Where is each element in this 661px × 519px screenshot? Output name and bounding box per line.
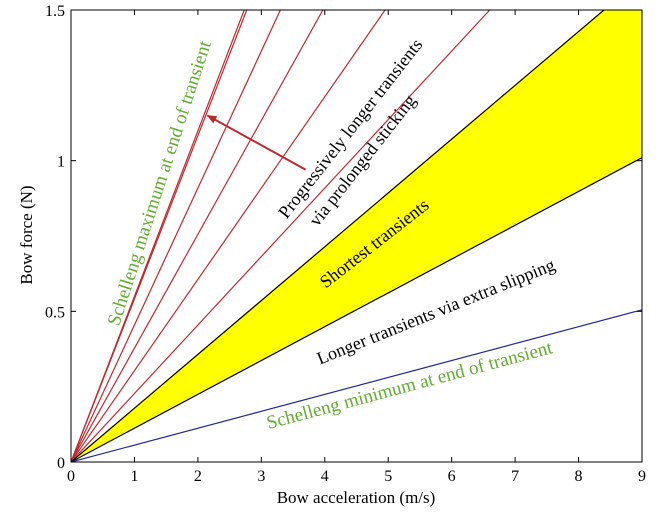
- series-line-4: [71, 10, 324, 462]
- series-line-2: [71, 10, 248, 462]
- y-tick-label: 0.5: [45, 304, 65, 321]
- y-axis-label: Bow force (N): [17, 185, 36, 284]
- series-line-9: [71, 309, 642, 462]
- schelleng-maximum-label: Schelleng maximum at end of transient: [104, 38, 216, 329]
- schelleng-minimum-label: Schelleng minimum at end of transient: [264, 337, 555, 434]
- y-tick-label: 0: [57, 455, 65, 472]
- x-tick-label: 8: [575, 468, 583, 485]
- x-tick-label: 1: [130, 468, 138, 485]
- y-tick-label: 1.5: [45, 3, 65, 20]
- series-line-7: [71, 10, 605, 462]
- x-tick-label: 5: [384, 468, 392, 485]
- x-tick-label: 2: [194, 468, 202, 485]
- plot-area: [70, 9, 643, 463]
- x-axis-label: Bow acceleration (m/s): [277, 488, 436, 507]
- series-line-5: [71, 10, 386, 462]
- x-tick-label: 9: [638, 468, 646, 485]
- shortest-transients-region: [71, 10, 642, 462]
- x-tick-label: 4: [321, 468, 329, 485]
- y-tick-label: 1: [57, 154, 65, 171]
- x-tick-label: 3: [257, 468, 265, 485]
- x-tick-label: 0: [67, 468, 75, 485]
- series-line-3: [71, 10, 281, 462]
- series-line-6: [71, 10, 491, 462]
- plot-frame: [70, 9, 643, 463]
- x-tick-label: 6: [448, 468, 456, 485]
- series-line-8: [71, 157, 642, 462]
- x-tick-label: 7: [511, 468, 519, 485]
- direction-arrow: [206, 114, 307, 171]
- axis-ticks: 0 1 2 3 4 5 6 7 8 9 0 0.5 1 1.5: [45, 3, 646, 485]
